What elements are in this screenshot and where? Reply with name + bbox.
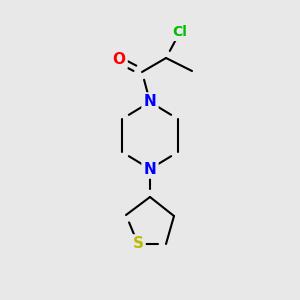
Text: O: O	[112, 52, 125, 68]
Text: Cl: Cl	[172, 25, 188, 39]
Text: N: N	[144, 94, 156, 110]
Text: N: N	[144, 161, 156, 176]
Text: S: S	[133, 236, 143, 251]
